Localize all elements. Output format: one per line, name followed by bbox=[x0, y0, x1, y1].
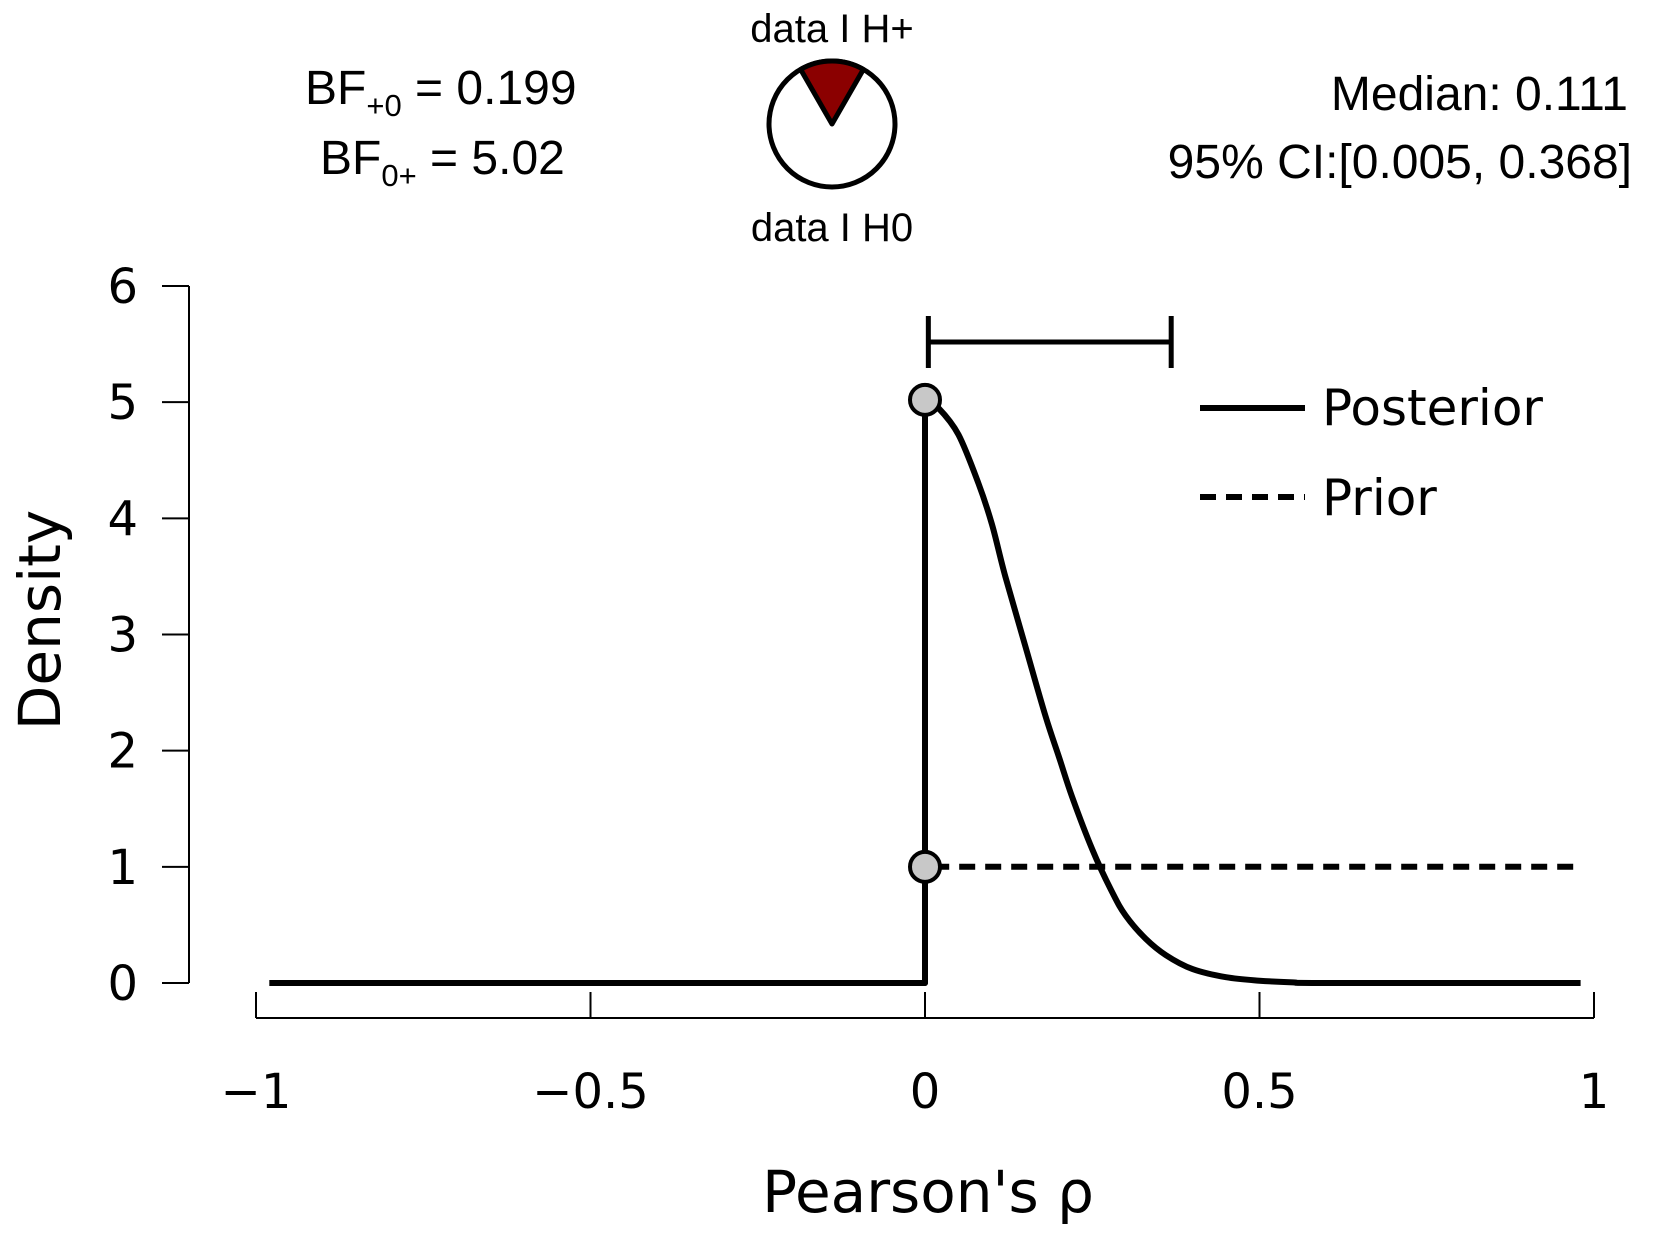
x-tick-label: 1 bbox=[1579, 1064, 1610, 1120]
point-posterior bbox=[908, 382, 942, 417]
bf-0plus-text: BF0+ = 5.02 bbox=[320, 132, 565, 193]
pie-slice-hplus bbox=[798, 58, 866, 127]
y-axis: 0 1 2 3 4 5 6 bbox=[107, 259, 190, 1012]
bf-0plus-label: BF bbox=[320, 132, 381, 185]
median-text: Median: 0.111 bbox=[1331, 68, 1628, 121]
credible-interval bbox=[925, 316, 1174, 368]
bf-plus0-label: BF bbox=[305, 62, 366, 115]
legend-label-prior: Prior bbox=[1322, 469, 1437, 527]
legend-label-posterior: Posterior bbox=[1322, 379, 1543, 437]
y-tick-label: 6 bbox=[107, 259, 138, 315]
x-tick-label: −0.5 bbox=[532, 1064, 649, 1120]
legend: Posterior Prior bbox=[1200, 379, 1543, 527]
pie-top-label: data I H+ bbox=[750, 7, 913, 51]
x-axis: −1 −0.5 0 0.5 1 bbox=[221, 992, 1610, 1120]
y-tick-label: 0 bbox=[107, 956, 138, 1012]
y-tick-label: 1 bbox=[107, 840, 138, 896]
y-tick-label: 3 bbox=[107, 608, 138, 664]
pie-bottom-label: data I H0 bbox=[751, 206, 913, 250]
bf-0plus-sub: 0+ bbox=[381, 158, 416, 193]
x-tick-label: 0 bbox=[910, 1064, 941, 1120]
points-at-zero bbox=[908, 382, 942, 884]
bf-plus0-value: = 0.199 bbox=[402, 62, 577, 115]
bf-0plus-value: = 5.02 bbox=[417, 132, 565, 185]
series-line-posterior bbox=[269, 396, 1581, 987]
y-tick-label: 5 bbox=[107, 375, 138, 431]
series-line-prior bbox=[269, 863, 1581, 986]
x-axis-label: Pearson's ρ bbox=[762, 1158, 1094, 1226]
y-tick-label: 4 bbox=[107, 491, 138, 547]
x-tick-label: 0.5 bbox=[1221, 1064, 1297, 1120]
ci-text: 95% CI:[0.005, 0.368] bbox=[1168, 136, 1632, 189]
bf-plus0-sub: +0 bbox=[366, 88, 401, 123]
bf-plus0-text: BF+0 = 0.199 bbox=[305, 62, 577, 123]
point-prior bbox=[908, 849, 942, 884]
y-axis-label: Density bbox=[6, 510, 74, 731]
y-tick-label: 2 bbox=[107, 724, 138, 780]
x-tick-label: −1 bbox=[221, 1064, 292, 1120]
series-layer bbox=[269, 396, 1581, 987]
bayes-factor-pie bbox=[766, 58, 898, 190]
